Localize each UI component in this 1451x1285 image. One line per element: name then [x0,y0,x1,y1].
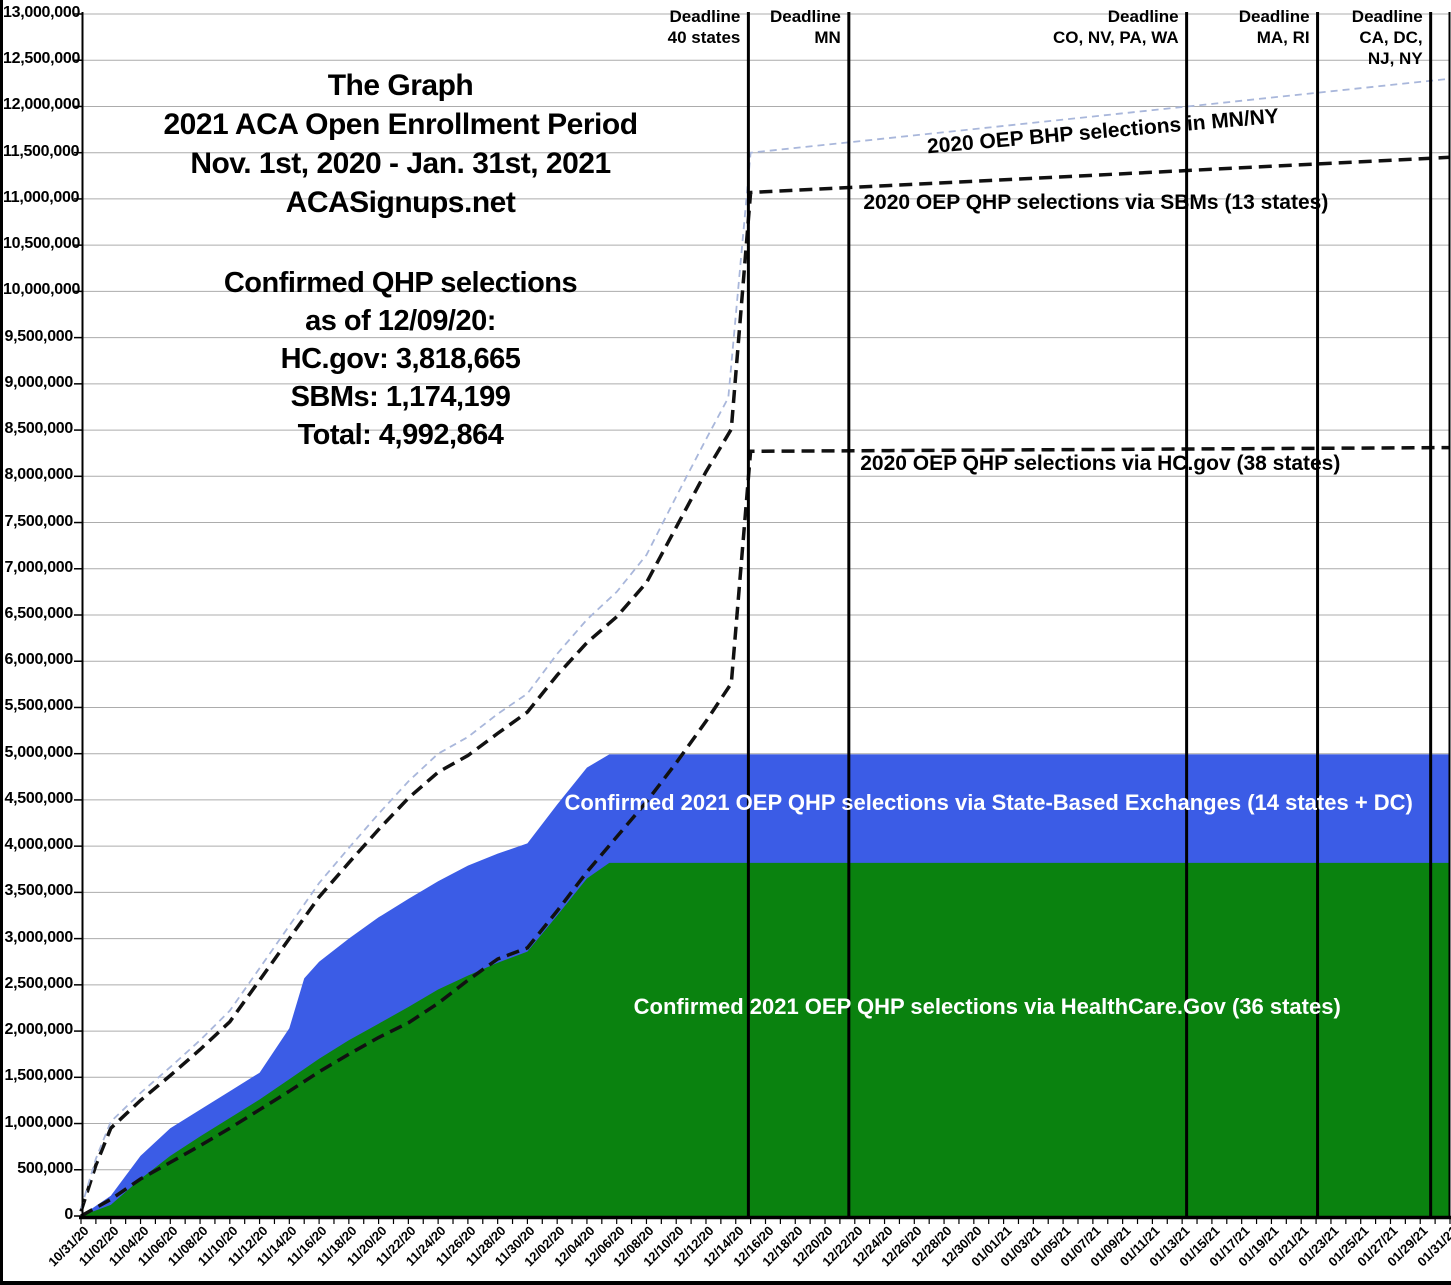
y-axis-label: 3,500,000 [4,882,74,900]
hcgov-label: 2020 OEP QHP selections via HC.gov (38 s… [860,452,1341,476]
y-axis-label: 13,000,000 [3,4,81,21]
chart-title-block: The Graph 2021 ACA Open Enrollment Perio… [83,66,718,222]
plot-svg [74,12,1451,1224]
sbe-area-label: Confirmed 2021 OEP QHP selections via St… [564,790,1413,816]
y-axis-label: 9,500,000 [4,327,74,345]
deadline-label-2: Deadline MN [769,7,841,47]
stats-block: Confirmed QHP selections as of 12/09/20:… [83,264,718,454]
y-axis-label: 1,000,000 [4,1113,74,1131]
y-axis-label: 12,000,000 [3,96,81,114]
area-hcgov [81,862,1450,1216]
y-axis-label: 8,000,000 [4,466,74,484]
deadline-label-4: Deadline MA, RI [1238,7,1310,47]
y-axis-label: 10,500,000 [3,235,81,253]
y-axis-label: 10,000,000 [3,281,81,299]
deadline-label-1: Deadline 40 states [667,7,741,47]
y-axis-label: 2,500,000 [4,974,74,992]
y-axis-label: 11,000,000 [3,188,80,206]
y-axis-label: 7,000,000 [4,558,74,576]
y-axis-label: 4,500,000 [4,789,74,807]
stats-asof: as of 12/09/20: [305,305,496,337]
y-axis-label: 2,000,000 [4,1021,74,1039]
chart-title: The Graph [327,69,474,102]
deadline-label-3: Deadline CO, NV, PA, WA [1052,7,1179,47]
y-axis-label: 11,500,000 [3,142,80,160]
chart-date-range: Nov. 1st, 2020 - Jan. 31st, 2021 [190,147,611,180]
y-axis-label: 6,500,000 [4,605,74,622]
bhp-label: 2020 OEP BHP selections in MN/NY [926,104,1280,159]
dashed-sbm-2020 [79,155,1451,1212]
y-axis-label: 12,500,000 [3,50,81,68]
chart-subtitle: 2021 ACA Open Enrollment Period [163,108,638,141]
y-axis-label: 0 [64,1206,73,1223]
y-axis-label: 4,000,000 [4,836,74,854]
y-axis-label: 5,500,000 [4,697,74,715]
stats-hcgov: HC.gov: 3,818,665 [280,343,521,375]
stats-heading: Confirmed QHP selections [223,267,578,299]
y-axis-label: 8,500,000 [4,420,74,438]
y-axis-label: 500,000 [17,1159,73,1177]
dashed-bhp-2020 [80,77,1451,1209]
y-axis-label: 5,000,000 [4,743,74,761]
hcgov-area-label: Confirmed 2021 OEP QHP selections via He… [633,994,1341,1020]
y-axis-label: 3,000,000 [4,928,74,946]
stats-sbms: SBMs: 1,174,199 [290,381,511,413]
y-axis-label: 1,500,000 [4,1067,74,1085]
chart-source: ACASignups.net [285,186,516,219]
y-axis-label: 7,500,000 [4,512,74,530]
y-axis-label: 6,000,000 [4,651,74,669]
stats-total: Total: 4,992,864 [297,419,504,451]
y-axis-label: 9,000,000 [4,373,74,391]
labels-overlay: 0 500,000 1,000,000 1,500,000 2,000,000 2,500… [3,0,1451,1281]
sbm-label: 2020 OEP QHP selections via SBMs (13 sta… [863,190,1329,214]
deadline-label-5: Deadline CA, DC, NJ, NY [1351,7,1423,68]
